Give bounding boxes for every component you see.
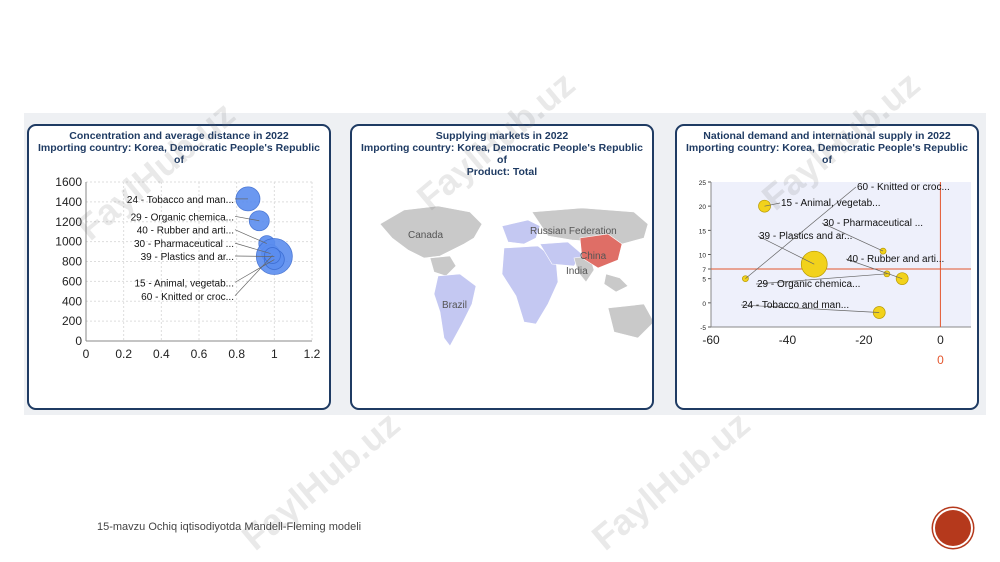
- label-leader-line: [234, 215, 260, 222]
- watermark: FaylHub.uz: [233, 403, 408, 559]
- map-label-china: China: [580, 251, 607, 262]
- label-leader-line: [821, 222, 884, 252]
- label-leader-line: [234, 255, 273, 297]
- bubble-label: 40 - Rubber and arti...: [137, 226, 234, 237]
- watermark: FaylHub.uz: [583, 403, 758, 559]
- y-tick-label: 1000: [55, 235, 82, 249]
- y-tick-label: 1200: [55, 215, 82, 229]
- bubble-label: 29 - Organic chemica...: [131, 212, 234, 223]
- bubble-label: 15 - Animal, vegetab...: [134, 278, 234, 289]
- x-reference-label: 0: [937, 353, 944, 367]
- bubble-label: 30 - Pharmaceutical ...: [823, 218, 923, 229]
- bubble-label: 24 - Tobacco and man...: [742, 300, 849, 311]
- concentration-bubble-chart: 0 200 400 600 800 1000 1200 1400 1600 0 0.2 0.4 0.6 0…: [55, 175, 321, 361]
- plot-area: [711, 182, 971, 327]
- label-leader-line: [755, 273, 887, 285]
- x-tick-label: 0: [83, 347, 90, 361]
- bubble-label: 60 - Knitted or croc...: [141, 292, 234, 303]
- x-tick-label: 0.8: [228, 347, 245, 361]
- x-tick-label: 1.2: [304, 347, 321, 361]
- concentration-title: Concentration and average distance in 20…: [29, 130, 329, 166]
- x-tick-label: 0.2: [115, 347, 132, 361]
- label-leader-line: [234, 229, 267, 244]
- y-tick-label: 0: [702, 301, 706, 308]
- label-leader-line: [740, 304, 880, 313]
- x-tick-label: 0.4: [153, 347, 170, 361]
- x-tick-label: 1: [271, 347, 278, 361]
- concentration-title-line: Concentration and average distance in 20…: [69, 130, 289, 142]
- label-leader-line: [845, 258, 903, 279]
- central-america-shape: [429, 255, 457, 277]
- map-label-russia: Russian Federation: [530, 226, 617, 237]
- national-demand-panel: National demand and international supply…: [675, 124, 979, 410]
- markets-title-line: Product: Total: [466, 166, 538, 178]
- bubble-label: 39 - Plastics and ar...: [759, 231, 852, 242]
- bubble-label: 40 - Rubber and arti...: [847, 254, 944, 265]
- label-leader-line: [234, 242, 271, 254]
- y-tick-label: 25: [699, 180, 707, 187]
- bubble-label: 29 - Organic chemica...: [757, 279, 860, 290]
- label-leader-line: [745, 186, 857, 279]
- concentration-title-line: Importing country: Korea, Democratic Peo…: [38, 142, 320, 154]
- south-america-shape: [433, 273, 477, 347]
- y-tick-label: 200: [62, 314, 82, 328]
- supplying-markets-panel: Supplying markets in 2022 Importing count…: [350, 124, 654, 410]
- y-tick-label: 800: [62, 255, 82, 269]
- australia-shape: [607, 303, 652, 339]
- data-bubble: [879, 247, 887, 255]
- slide-footer: 15-mavzu Ochiq iqtisodiyotda Mandell-Fle…: [97, 521, 362, 533]
- y-tick-label: 5: [702, 277, 706, 284]
- demand-title-line: National demand and international supply…: [703, 130, 951, 142]
- map-label-india: India: [566, 266, 588, 277]
- map-label-brazil: Brazil: [442, 300, 467, 311]
- y-tick-label: 20: [699, 204, 707, 211]
- y-tick-label: 600: [62, 274, 82, 288]
- y-tick-label: -5: [700, 325, 706, 332]
- bubble-label: 24 - Tobacco and man...: [127, 195, 234, 206]
- y-tick-label: 7: [702, 267, 706, 274]
- label-leader-line: [764, 202, 781, 207]
- y-tick-label: 0: [75, 334, 82, 348]
- data-bubble: [248, 210, 270, 232]
- label-leader-line: [757, 235, 815, 265]
- demand-title-line: of: [822, 154, 832, 166]
- bubble-label: 15 - Animal, vegetab...: [781, 198, 881, 209]
- demand-supply-bubble-chart: -5 0 5 7 10 15 20 25 -60 -40 -20 0 0 60 - Knitted or …: [699, 180, 971, 367]
- bubble-label: 60 - Knitted or croc...: [857, 182, 950, 193]
- supplying-markets-title: Supplying markets in 2022 Importing count…: [352, 130, 652, 178]
- concentration-panel: Concentration and average distance in 20…: [27, 124, 331, 410]
- demand-title-line: Importing country: Korea, Democratic Peo…: [686, 142, 968, 154]
- label-leader-line: [234, 259, 275, 283]
- y-tick-label: 10: [699, 253, 707, 260]
- y-tick-label: 15: [699, 228, 707, 235]
- europe-shape: [501, 219, 541, 245]
- north-america-shape: [379, 205, 483, 259]
- y-tick-label: 400: [62, 294, 82, 308]
- y-tick-label: 1600: [55, 175, 82, 189]
- bubble-label: 39 - Plastics and ar...: [141, 252, 234, 263]
- x-tick-label: -40: [779, 333, 797, 347]
- russia-shape: [531, 207, 649, 245]
- markets-title-line: Supplying markets in 2022: [435, 130, 569, 142]
- southeast-asia-shape: [603, 273, 629, 293]
- markets-title-line: of: [497, 154, 507, 166]
- map-label-canada: Canada: [408, 230, 443, 241]
- world-map: Canada Russian Federation China India Br…: [379, 205, 652, 347]
- map-land: [379, 205, 652, 347]
- x-tick-label: 0: [937, 333, 944, 347]
- y-tick-label: 1400: [55, 195, 82, 209]
- china-shape: [579, 233, 623, 269]
- x-tick-label: -20: [855, 333, 873, 347]
- markets-title-line: Importing country: Korea, Democratic Peo…: [361, 142, 643, 154]
- x-tick-label: -60: [702, 333, 720, 347]
- data-bubble: [800, 250, 828, 278]
- page-number-badge: [935, 510, 971, 546]
- bubble-label: 30 - Pharmaceutical ...: [134, 239, 234, 250]
- national-demand-title: National demand and international supply…: [677, 130, 977, 166]
- x-tick-label: 0.6: [191, 347, 208, 361]
- concentration-title-line: of: [174, 154, 184, 166]
